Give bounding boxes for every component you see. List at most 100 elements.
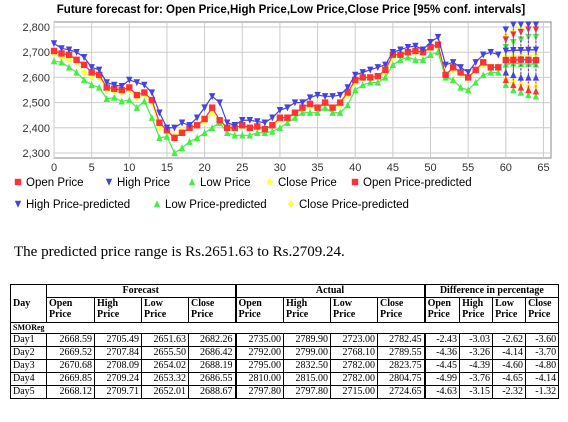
data-point [141,97,148,105]
data-point [141,81,148,89]
x-tick-label: 35 [311,162,323,174]
y-tick-label: 2,800 [22,22,50,34]
interval-lower-point [517,83,525,91]
data-point [58,45,65,53]
data-point [65,51,73,58]
data-point [442,71,449,79]
data-point [239,131,246,139]
table-cell: 2653.32 [141,372,189,386]
data-point [336,108,344,116]
table-cell: -4.99 [423,372,461,386]
data-point [141,89,148,96]
y-tick-label: 2,500 [22,98,50,110]
data-point [495,68,502,76]
table-cell: -3.76 [459,372,494,386]
predicted-point [532,46,540,54]
data-point [239,117,246,124]
data-point [299,99,306,107]
data-point [419,56,427,63]
table-cell: -4.63 [423,385,461,399]
data-point [464,74,472,81]
data-point [397,46,404,54]
data-point [88,69,95,76]
data-point [163,124,171,132]
data-point [397,51,404,58]
data-point [50,57,58,65]
table-cell: 2669.85 [46,372,95,386]
data-point [193,134,201,142]
interval-upper-point [517,36,525,44]
data-point [495,64,502,71]
predicted-point [517,46,525,54]
data-point [306,94,314,102]
x-tick-label: 60 [500,162,512,174]
data-point [389,61,397,69]
table-cell: 2709.71 [94,385,142,399]
legend-label: Low Price-predicted [165,199,267,211]
interval-lower-point [517,78,525,86]
table-cell: -3.70 [525,346,560,360]
row-day: Day4 [10,372,47,386]
data-point [472,66,479,74]
data-point [382,73,389,81]
table-cell: 2782.00 [330,372,379,386]
interval-upper-point [517,21,525,29]
y-tick-label: 2,400 [22,123,50,135]
data-point [291,99,299,107]
table-cell: 2651.63 [141,333,189,347]
interval-lower-point [532,87,540,95]
x-tick-label: 15 [161,162,173,174]
table-cell: 2688.67 [187,385,237,399]
interval-lower-point [510,71,517,79]
interval-lower-point [517,73,525,81]
data-point [156,134,163,142]
x-tick-label: 65 [537,162,549,174]
data-point [382,61,389,69]
predicted-point [525,56,532,64]
data-point [367,78,374,86]
x-tick-label: 25 [236,162,248,174]
data-point [374,72,382,80]
legend-label: Low Price [200,177,251,189]
data-point [223,124,231,131]
interval-lower-point [525,91,532,99]
data-point [208,104,216,111]
table-cell: -3.15 [459,385,494,399]
data-point [216,99,223,107]
table-cell: 2709.24 [94,372,142,386]
data-point [374,78,382,86]
interval-lower-point [510,86,517,94]
data-point [457,83,464,91]
data-point [382,66,389,74]
interval-upper-point [502,36,510,44]
col-header: Low Price [141,297,189,323]
data-point [239,122,246,129]
data-point [487,64,494,71]
data-point [306,100,314,108]
data-point [133,103,141,111]
data-point [464,69,472,77]
data-point [359,81,366,89]
data-point [156,119,163,126]
row-day: Day2 [10,346,47,360]
row-day: Day5 [10,385,47,399]
data-point [352,76,359,84]
x-tick-label: 45 [387,162,399,174]
forecast-table-wrap: Day Forecast Actual Difference in percen… [9,284,560,399]
table-cell: -3.26 [459,346,494,360]
data-point [321,99,329,106]
data-point [276,106,284,114]
col-header: High Price [459,297,494,323]
data-point [367,66,374,74]
predicted-point [502,56,510,64]
data-point [156,109,163,117]
table-cell: -3.60 [525,333,560,347]
table-row: Day5 2668.12 2709.71 2652.01 2688.67 279… [10,385,560,399]
data-point [208,93,216,100]
x-tick-label: 5 [89,162,95,174]
data-point [457,69,464,76]
data-point [284,114,291,121]
table-cell: 2654.02 [141,359,189,373]
col-header: Low Price [492,297,527,323]
table-cell: -2.32 [492,385,527,399]
